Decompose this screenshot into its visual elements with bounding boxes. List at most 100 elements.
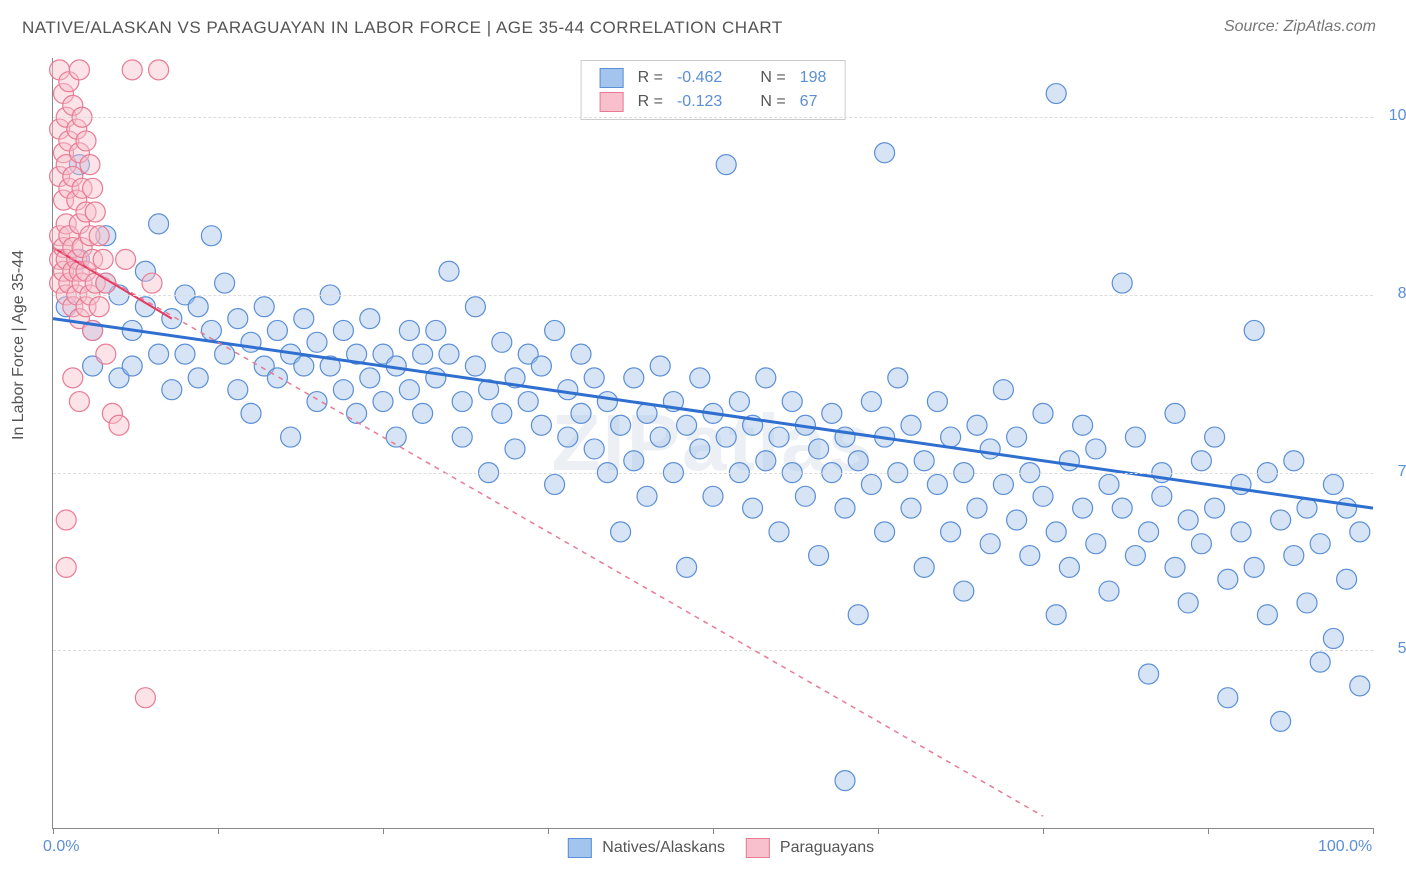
- data-point: [901, 415, 921, 435]
- data-point: [1205, 427, 1225, 447]
- data-point: [531, 415, 551, 435]
- data-point: [531, 356, 551, 376]
- data-point: [1271, 711, 1291, 731]
- data-point: [1007, 427, 1027, 447]
- data-point: [967, 498, 987, 518]
- data-point: [109, 415, 129, 435]
- data-point: [505, 439, 525, 459]
- data-point: [769, 522, 789, 542]
- data-point: [545, 474, 565, 494]
- data-point: [89, 297, 109, 317]
- data-point: [1297, 593, 1317, 613]
- x-tick-label: 100.0%: [1318, 838, 1372, 856]
- data-point: [1046, 605, 1066, 625]
- data-point: [413, 344, 433, 364]
- legend-stats: R = -0.462 N = 198 R = -0.123 N = 67: [581, 60, 846, 120]
- data-point: [584, 368, 604, 388]
- data-point: [175, 344, 195, 364]
- x-tick-label: 0.0%: [43, 838, 79, 856]
- data-point: [492, 332, 512, 352]
- data-point: [1323, 628, 1343, 648]
- data-point: [69, 392, 89, 412]
- data-point: [1205, 498, 1225, 518]
- data-point: [1244, 320, 1264, 340]
- n-label: N =: [754, 67, 791, 89]
- x-tick: [548, 828, 549, 834]
- data-point: [993, 380, 1013, 400]
- data-point: [1139, 522, 1159, 542]
- data-point: [1046, 522, 1066, 542]
- data-point: [716, 155, 736, 175]
- data-point: [1073, 498, 1093, 518]
- data-point: [241, 403, 261, 423]
- data-point: [149, 344, 169, 364]
- data-point: [69, 60, 89, 80]
- data-point: [650, 356, 670, 376]
- data-point: [1337, 569, 1357, 589]
- data-point: [611, 415, 631, 435]
- data-point: [1033, 403, 1053, 423]
- data-point: [782, 392, 802, 412]
- data-point: [716, 427, 736, 447]
- data-point: [215, 344, 235, 364]
- data-point: [56, 557, 76, 577]
- gridline: [53, 650, 1373, 651]
- data-point: [901, 498, 921, 518]
- y-axis-label: In Labor Force | Age 35-44: [10, 250, 28, 440]
- data-point: [294, 309, 314, 329]
- data-point: [1310, 534, 1330, 554]
- data-point: [1191, 534, 1211, 554]
- data-point: [254, 297, 274, 317]
- data-point: [188, 368, 208, 388]
- data-point: [1020, 546, 1040, 566]
- r-label: R =: [632, 67, 669, 89]
- data-point: [83, 178, 103, 198]
- data-point: [1086, 534, 1106, 554]
- data-point: [848, 605, 868, 625]
- data-point: [426, 320, 446, 340]
- data-point: [861, 392, 881, 412]
- x-tick: [218, 828, 219, 834]
- data-point: [558, 427, 578, 447]
- x-tick: [1373, 828, 1374, 834]
- data-point: [116, 249, 136, 269]
- legend-swatch-blue: [568, 838, 592, 858]
- data-point: [875, 143, 895, 163]
- data-point: [861, 474, 881, 494]
- data-point: [122, 356, 142, 376]
- data-point: [927, 392, 947, 412]
- x-tick: [53, 828, 54, 834]
- data-point: [1073, 415, 1093, 435]
- data-point: [571, 344, 591, 364]
- data-point: [584, 439, 604, 459]
- plot-area: ZIPatlas R = -0.462 N = 198 R = -0.123: [52, 58, 1373, 829]
- data-point: [729, 392, 749, 412]
- data-point: [1284, 451, 1304, 471]
- r-value: -0.462: [671, 67, 728, 89]
- data-point: [743, 498, 763, 518]
- x-tick: [713, 828, 714, 834]
- data-point: [188, 297, 208, 317]
- gridline: [53, 473, 1373, 474]
- data-point: [756, 451, 776, 471]
- data-point: [452, 392, 472, 412]
- n-value: 67: [794, 91, 833, 113]
- x-tick: [1043, 828, 1044, 834]
- data-point: [1165, 403, 1185, 423]
- legend-swatch-blue: [600, 68, 624, 88]
- n-label: N =: [754, 91, 791, 113]
- data-point: [142, 273, 162, 293]
- data-point: [954, 581, 974, 601]
- data-point: [281, 427, 301, 447]
- data-point: [56, 510, 76, 530]
- data-point: [333, 320, 353, 340]
- data-point: [360, 309, 380, 329]
- data-point: [149, 60, 169, 80]
- series-name: Natives/Alaskans: [602, 839, 725, 856]
- data-point: [1112, 273, 1132, 293]
- data-point: [465, 356, 485, 376]
- data-point: [267, 320, 287, 340]
- data-point: [492, 403, 512, 423]
- data-point: [1099, 474, 1119, 494]
- data-point: [822, 403, 842, 423]
